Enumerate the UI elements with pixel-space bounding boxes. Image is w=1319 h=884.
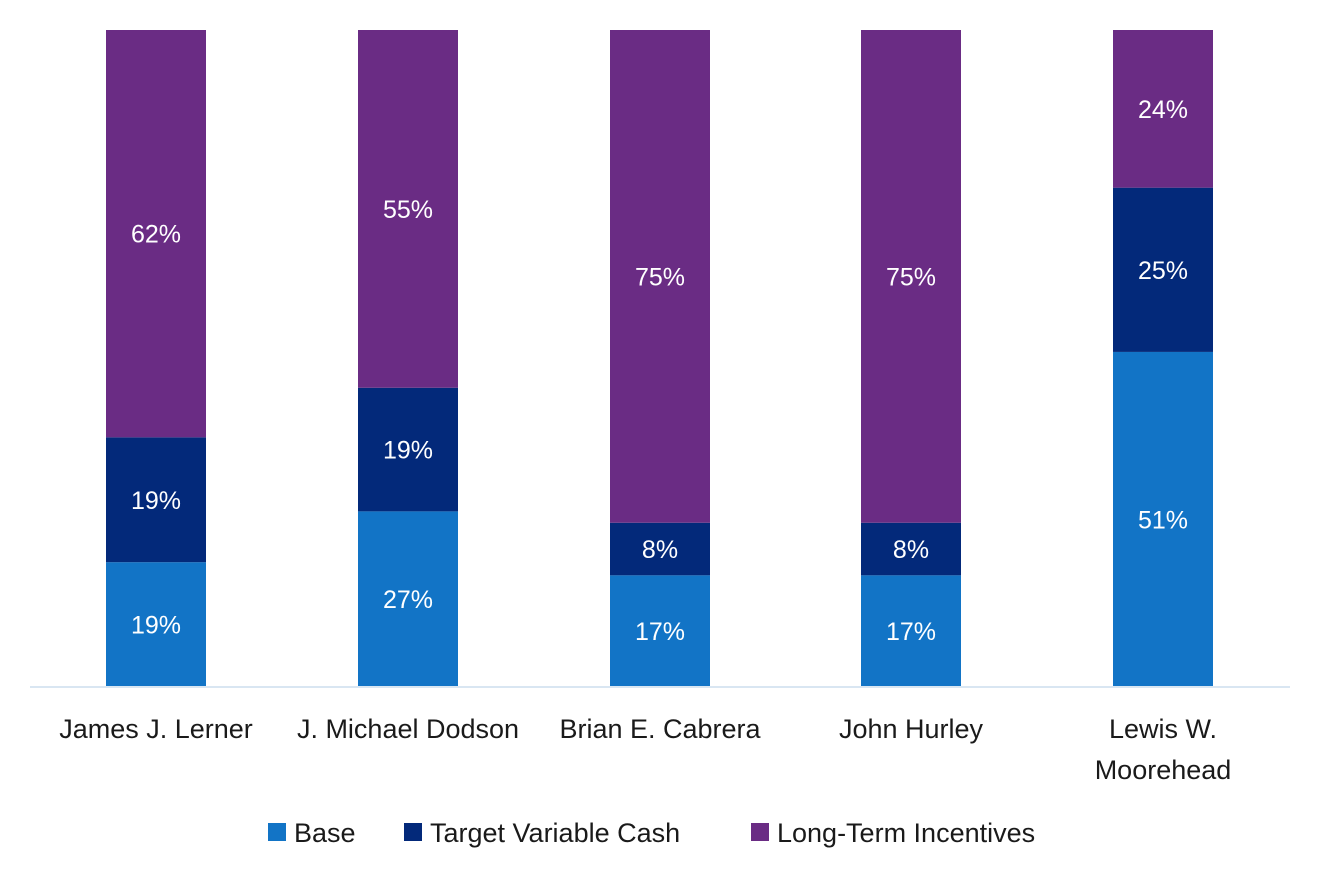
data-label: 19% [383,437,433,465]
bar-segment [610,575,710,687]
legend-label: Target Variable Cash [430,818,680,848]
x-tick-label: J. Michael Dodson [297,714,519,744]
x-tick-label: John Hurley [839,714,984,744]
bar-segment [1113,351,1213,687]
data-label: 24% [1138,96,1188,124]
x-tick-label: Lewis W. [1109,714,1217,744]
data-label: 75% [886,263,936,291]
bar-segment [358,30,458,388]
bar-segment [861,575,961,687]
data-label: 17% [635,618,685,646]
data-label: 8% [893,536,929,564]
legend: Base Target Variable Cash Long-Term Incent… [268,818,1035,848]
data-label: 17% [886,618,936,646]
bar-segment [106,30,206,438]
bar-segment [610,30,710,523]
bars-layer: 19% 19% 62% 27% 19% 55% 17% 8% 75% 17% 8% 75% 51% 25%… [106,30,1213,687]
bar-segment [861,30,961,523]
bar-segment [861,522,961,576]
data-label: 51% [1138,506,1188,534]
bar-segment [358,387,458,512]
legend-swatch [751,823,769,841]
x-tick-label: Moorehead [1095,755,1232,785]
legend-label: Base [294,818,356,848]
x-tick-label: James J. Lerner [59,714,253,744]
data-label: 55% [383,196,433,224]
bar-segment [1113,30,1213,188]
legend-label: Long-Term Incentives [777,818,1035,848]
data-label: 27% [383,586,433,614]
data-label: 75% [635,263,685,291]
data-label: 19% [131,487,181,515]
data-label: 8% [642,536,678,564]
data-label: 19% [131,612,181,640]
data-label: 25% [1138,257,1188,285]
legend-swatch [404,823,422,841]
x-axis-labels: James J. Lerner J. Michael Dodson Brian E.… [59,714,1231,785]
bar-segment [1113,187,1213,352]
bar-segment [358,511,458,687]
bar-segment [106,437,206,563]
bar-segment [610,522,710,576]
x-tick-label: Brian E. Cabrera [559,714,761,744]
data-label: 62% [131,221,181,249]
bar-segment [106,562,206,687]
legend-swatch [268,823,286,841]
